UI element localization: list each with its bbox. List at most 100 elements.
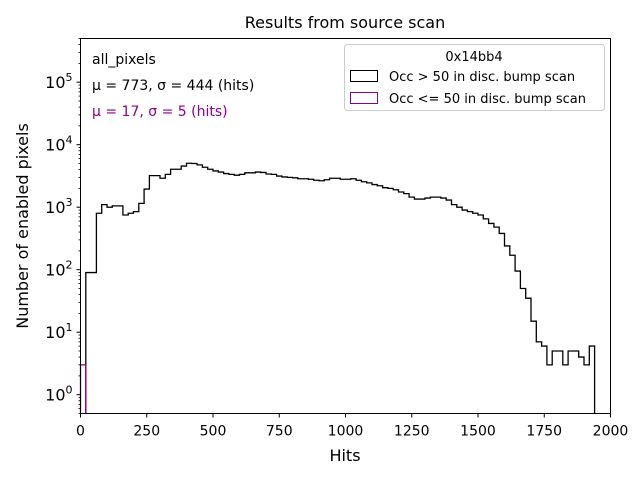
series-0-bin [414, 199, 419, 413]
y-tick-label: 103 [45, 196, 72, 217]
series-0-bin [573, 351, 578, 414]
series-0-bin [558, 351, 563, 414]
series-0-bin [552, 351, 557, 414]
series-0-bin [96, 213, 101, 413]
series-0-bin [462, 210, 467, 413]
series-0-bin [149, 176, 154, 414]
series-0-bin [446, 200, 451, 413]
series-0-bin [499, 233, 504, 413]
y-tick-label: 102 [45, 259, 72, 280]
series-0-bin [457, 207, 462, 413]
annotation-stats-low: μ = 17, σ = 5 (hits) [92, 104, 228, 120]
series-0-bin [245, 173, 250, 414]
series-0-bin [112, 206, 117, 414]
series-0-bin [335, 178, 340, 413]
series-0-bin [377, 186, 382, 414]
series-1 [79, 364, 87, 414]
series-0-bin [330, 178, 335, 413]
x-tick-label: 1750 [526, 424, 562, 440]
series-0-bin [388, 188, 393, 413]
series-0-bin [282, 177, 287, 414]
series-0-bin [139, 203, 144, 413]
legend-swatch-occ-high [350, 70, 378, 82]
series-0-bin [197, 165, 202, 414]
series-0-bin [383, 188, 388, 414]
series-0-bin [271, 174, 276, 413]
x-tick-label: 1500 [460, 424, 496, 440]
series-0-bin [542, 346, 547, 413]
series-0-bin [505, 246, 510, 414]
series-0-bin [520, 289, 525, 414]
x-tick-label: 1250 [394, 424, 430, 440]
x-tick-label: 250 [133, 424, 160, 440]
legend-label-occ-low: Occ <= 50 in disc. bump scan [389, 92, 586, 107]
series-0-bin [361, 182, 366, 414]
series-0-bin [192, 164, 197, 414]
series-0-bin [255, 172, 260, 413]
legend-label-occ-high: Occ > 50 in disc. bump scan [389, 70, 575, 85]
x-axis: 0 250 500 750 1000 1250 1500 1750 2000 [76, 413, 628, 440]
series-0-bin [165, 174, 170, 413]
annotation-block: all_pixels μ = 773, σ = 444 (hits) μ = 1… [92, 52, 254, 120]
y-tick-label: 100 [45, 384, 72, 405]
y-axis: 100 101 102 103 104 105 [45, 38, 81, 414]
series-0-bin [277, 176, 282, 413]
series-0-bin [399, 192, 404, 414]
series-0-bin [452, 205, 457, 414]
annotation-name: all_pixels [92, 52, 156, 68]
series-0-bin [308, 179, 313, 413]
x-axis-label: Hits [329, 446, 360, 465]
series-0-bin [425, 198, 430, 413]
series-0-bin [536, 342, 541, 414]
y-tick-label: 101 [45, 321, 72, 342]
series-0-bin [579, 357, 584, 413]
series-0-bin [467, 212, 472, 414]
series-0-bin [372, 185, 377, 414]
legend-frame [344, 44, 605, 111]
series-0-bin [367, 183, 372, 414]
series-0-bin [218, 172, 223, 413]
series-0-bin [589, 346, 594, 413]
y-tick-label: 105 [45, 71, 72, 92]
series-0-bin [340, 179, 345, 413]
series-0-bin [102, 205, 107, 414]
legend-title: 0x14bb4 [445, 50, 502, 65]
series-0-bin [181, 166, 186, 413]
series-0-bin [436, 197, 441, 413]
x-tick-label: 1000 [328, 424, 364, 440]
series-0-bin [531, 321, 536, 413]
series-0-bin [478, 215, 483, 414]
series-0-bin [526, 298, 531, 413]
series-0-bin [261, 172, 266, 413]
series-0-bin [107, 207, 112, 413]
series-0-bin [404, 194, 409, 414]
series-0-bin [420, 199, 425, 413]
series-0-bin [563, 365, 568, 414]
series-0-bin [324, 180, 329, 414]
series-0-bin [351, 179, 356, 414]
series-0-bin [430, 197, 435, 413]
series-0-bin [155, 176, 160, 414]
series-0-bin [510, 255, 515, 413]
series-0-bin [91, 273, 96, 414]
y-axis-label: Number of enabled pixels [13, 123, 32, 329]
series-0-bin [547, 365, 552, 414]
series-0-bin [144, 189, 149, 413]
series-0-bin [240, 174, 245, 413]
annotation-stats-main: μ = 773, σ = 444 (hits) [92, 78, 254, 94]
series-1-bin [81, 365, 86, 414]
series-0-bin [409, 197, 414, 413]
series-0-bin [473, 213, 478, 413]
series-0-bin [86, 273, 91, 414]
series-0-bin [483, 219, 488, 414]
series-0-bin [250, 173, 255, 414]
series-0-bin [319, 181, 324, 414]
series-0-bin [293, 178, 298, 414]
series-0-bin [128, 213, 133, 413]
series-0-bin [494, 227, 499, 413]
series-0-bin [213, 171, 218, 414]
series-0-bin [202, 167, 207, 413]
series-0-bin [118, 206, 123, 414]
series-0-bin [229, 174, 234, 413]
